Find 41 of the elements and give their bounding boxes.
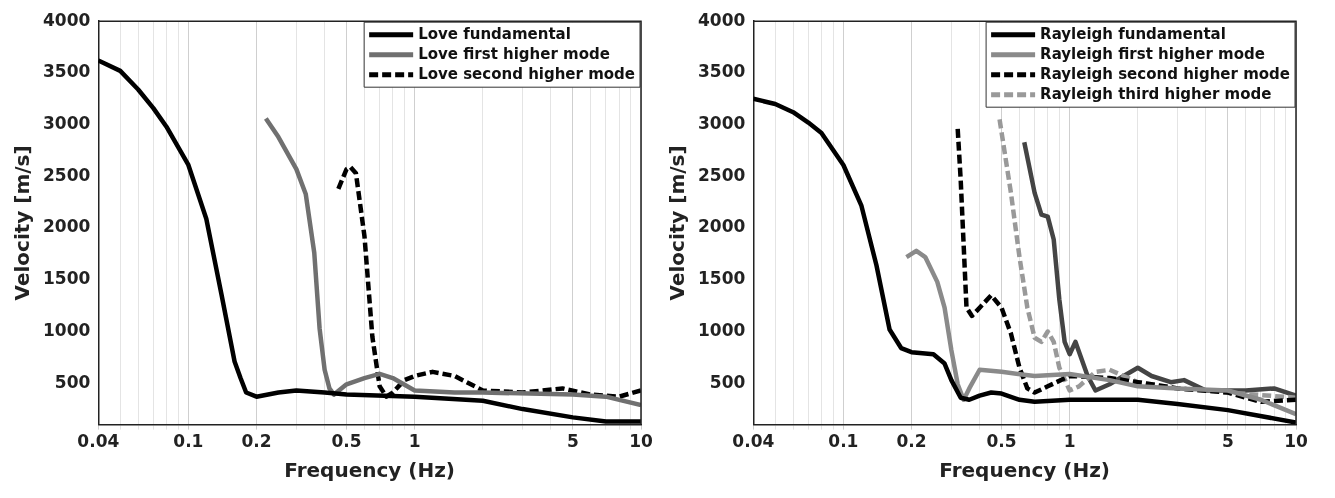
y-tick-label: 500 [54, 371, 91, 392]
y-tick-label: 4000 [697, 9, 746, 30]
y-tick-label: 2500 [42, 164, 91, 185]
x-tick-label: 1 [408, 431, 421, 452]
x-axis-title: Frequency (Hz) [284, 458, 455, 483]
y-tick-label: 1500 [697, 268, 746, 289]
x-tick-label: 0.04 [77, 431, 120, 452]
y-tick-label: 3500 [42, 61, 91, 82]
x-tick-label: 5 [1221, 431, 1234, 452]
y-tick-label: 2000 [697, 216, 746, 237]
legend-label: Rayleigh third higher mode [1040, 84, 1272, 103]
legend-label: Love first higher mode [418, 44, 610, 63]
x-tick-label: 0.04 [732, 431, 775, 452]
x-tick-label: 10 [1284, 431, 1308, 452]
legend-label: Rayleigh first higher mode [1040, 44, 1265, 63]
y-tick-label: 3000 [697, 113, 746, 134]
x-tick-label: 5 [566, 431, 579, 452]
y-tick-label: 1000 [42, 319, 91, 340]
x-tick-label: 10 [629, 431, 653, 452]
x-tick-label: 0.5 [986, 431, 1017, 452]
x-axis-title: Frequency (Hz) [939, 458, 1110, 483]
y-tick-label: 2500 [697, 164, 746, 185]
x-tick-label: 0.2 [896, 431, 927, 452]
legend-label: Love fundamental [418, 24, 571, 43]
x-tick-label: 0.5 [331, 431, 362, 452]
y-tick-label: 500 [709, 371, 746, 392]
legend-label: Rayleigh second higher mode [1040, 64, 1291, 83]
y-axis-title: Velocity [m/s] [665, 145, 690, 301]
y-tick-label: 2000 [42, 216, 91, 237]
y-tick-label: 1000 [697, 319, 746, 340]
x-tick-label: 1 [1063, 431, 1076, 452]
y-axis-title: Velocity [m/s] [10, 145, 35, 301]
legend-label: Rayleigh fundamental [1040, 24, 1226, 43]
legend-label: Love second higher mode [418, 64, 636, 83]
y-tick-label: 4000 [42, 9, 91, 30]
y-tick-label: 1500 [42, 268, 91, 289]
y-tick-label: 3000 [42, 113, 91, 134]
x-tick-label: 0.1 [828, 431, 859, 452]
x-tick-label: 0.1 [173, 431, 204, 452]
y-tick-label: 3500 [697, 61, 746, 82]
x-tick-label: 0.2 [241, 431, 272, 452]
